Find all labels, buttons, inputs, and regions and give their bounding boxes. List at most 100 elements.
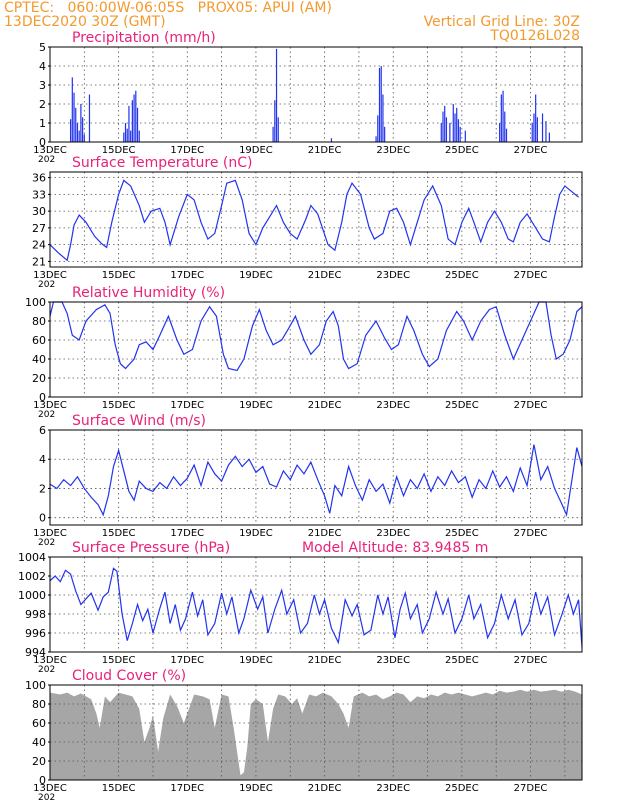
precip-panel: 0 1 2 3 4 5 13DEC 15DEC 17DEC 19DEC 21DEC 23DEC 25DE… [33,30,583,165]
precip-bar [274,100,276,142]
precip-bar [444,105,446,142]
pressure-xtick-label: 23DEC [376,655,410,666]
rh-ytick-label: 60 [32,334,46,347]
temp-xtick-label: 25DEC [445,270,479,281]
temp-title: Surface Temperature (nC) [72,155,253,171]
cloud-ytick-label: 40 [32,736,46,749]
temp-xtick-label: 23DEC [376,270,410,281]
rh-ytick-label: 100 [25,296,46,309]
wind-ytick-label: 0 [39,512,46,525]
precip-bar [548,132,550,142]
precip-bar [330,138,333,142]
precip-bar [78,130,80,142]
temp-ytick-label: 33 [32,188,46,201]
precip-bar [464,130,466,142]
temp-xtick-label: 13DEC [33,270,67,281]
temp-xtick-label: 19DEC [239,270,273,281]
precip-bar [272,126,274,142]
precip-bar [136,107,139,142]
precip-bar [452,104,454,142]
precip-bar [138,130,140,142]
precip-ytick-label: 0 [39,136,46,149]
pressure-panel: 994 996 998 1000 1002 1004 13DEC 15DEC 17DEC 19DE… [18,540,583,675]
precip-bar [378,67,381,142]
precip-bar [454,113,456,142]
precip-bar [440,123,442,142]
precip-bar [459,126,461,142]
wind-ytick-label: 2 [39,482,46,495]
wind-xtick-label: 23DEC [376,528,410,539]
precip-year-label: 202 [38,155,55,165]
temp-xtick-label: 17DEC [170,270,204,281]
cloud-xtick-label: 17DEC [170,783,204,794]
rh-line [49,301,583,372]
rh-year-label: 202 [38,410,55,420]
precip-bar [545,121,547,142]
pressure-xtick-label: 13DEC [33,655,67,666]
precip-bar [275,48,278,142]
cloud-xtick-label: 13DEC [33,783,67,794]
cloud-xtick-label: 25DEC [445,783,479,794]
pressure-xtick-label: 25DEC [445,655,479,666]
precip-bar [82,117,84,142]
temp-xtick-label: 27DEC [514,270,548,281]
pressure-xtick-label: 17DEC [170,655,204,666]
precip-xtick-label: 19DEC [239,145,273,156]
cloud-xtick-label: 15DEC [102,783,136,794]
precip-bar [382,94,384,142]
cloud-ytick-label: 80 [32,698,46,711]
cloud-ytick-label: 20 [32,755,46,768]
precip-title: Precipitation (mm/h) [72,30,216,46]
precip-ytick-label: 5 [39,41,46,54]
precip-ytick-label: 2 [39,98,46,111]
temp-frame [49,171,583,268]
pressure-xtick-label: 15DEC [102,655,136,666]
pressure-xtick-label: 19DEC [239,655,273,666]
temp-xtick-label: 15DEC [102,270,136,281]
wind-year-label: 202 [38,538,55,548]
rh-xtick-label: 13DEC [33,400,67,411]
precip-xtick-label: 27DEC [514,145,548,156]
precip-bar [505,128,508,142]
rh-xtick-label: 15DEC [102,400,136,411]
cloud-xtick-label: 19DEC [239,783,273,794]
precip-bar [456,107,458,142]
precip-bar [499,123,501,142]
cloud-title: Cloud Cover (%) [72,668,186,684]
wind-xtick-label: 27DEC [514,528,548,539]
cloud-xtick-label: 23DEC [376,783,410,794]
header-vertical-grid-line: Vertical Grid Line: 30Z [423,14,580,30]
temp-xtick-label: 21DEC [308,270,342,281]
temp-line [49,179,579,262]
precip-bar [380,66,382,142]
precip-xtick-label: 17DEC [170,145,204,156]
precip-bar [500,94,502,142]
precip-bar [69,119,72,142]
precip-bar [73,92,75,142]
pressure-ytick-label: 1004 [18,551,46,564]
rh-panel: 0 20 40 60 80 100 13DEC 15DEC 17DEC 19DEC 21DEC 23D… [25,285,583,420]
precip-bar [130,130,132,142]
wind-ytick-label: 6 [39,424,46,437]
precip-ytick-label: 1 [39,117,46,130]
precip-ytick-label: 4 [39,60,46,73]
precip-xtick-label: 25DEC [445,145,479,156]
precip-bar [445,117,448,142]
precip-bar [131,100,133,142]
pressure-title: Surface Pressure (hPa) [72,540,230,556]
precip-bar [135,90,137,142]
rh-xtick-label: 19DEC [239,400,273,411]
precip-bar [375,136,377,142]
rh-ytick-label: 40 [32,353,46,366]
precip-bar [277,117,279,142]
rh-ytick-label: 80 [32,315,46,328]
precip-bar [442,111,444,142]
pressure-ytick-label: 1002 [18,570,46,583]
precip-bar [123,132,125,142]
precip-bar [76,123,79,142]
rh-ytick-label: 20 [32,372,46,385]
wind-title: Surface Wind (m/s) [72,413,206,429]
precip-xtick-label: 13DEC [33,145,67,156]
rh-xtick-label: 23DEC [376,400,410,411]
wind-frame [49,429,583,526]
